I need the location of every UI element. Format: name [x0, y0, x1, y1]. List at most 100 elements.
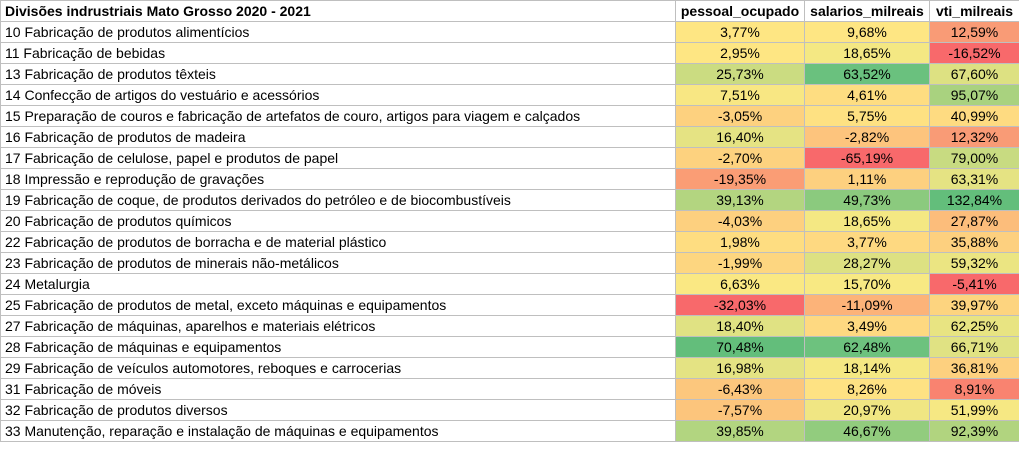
pessoal-ocupado-cell[interactable]: 16,40%	[675, 126, 805, 148]
table-row: 14 Confecção de artigos do vestuário e a…	[0, 84, 1019, 106]
salarios-milreais-cell[interactable]: 18,14%	[804, 357, 930, 379]
pessoal-ocupado-cell[interactable]: 7,51%	[675, 84, 805, 106]
division-name-cell[interactable]: 22 Fabricação de produtos de borracha e …	[0, 231, 676, 253]
vti-milreais-cell[interactable]: 35,88%	[929, 231, 1019, 253]
division-name-cell[interactable]: 27 Fabricação de máquinas, aparelhos e m…	[0, 315, 676, 337]
division-name-cell[interactable]: 16 Fabricação de produtos de madeira	[0, 126, 676, 148]
table-row: 19 Fabricação de coque, de produtos deri…	[0, 189, 1019, 211]
vti-milreais-cell[interactable]: 12,59%	[929, 21, 1019, 43]
pessoal-ocupado-cell[interactable]: -1,99%	[675, 252, 805, 274]
table-row: 16 Fabricação de produtos de madeira 16,4…	[0, 126, 1019, 148]
pessoal-ocupado-cell[interactable]: 3,77%	[675, 21, 805, 43]
division-name-cell[interactable]: 20 Fabricação de produtos químicos	[0, 210, 676, 232]
division-name-cell[interactable]: 32 Fabricação de produtos diversos	[0, 399, 676, 421]
salarios-milreais-cell[interactable]: 49,73%	[804, 189, 930, 211]
table-row: 24 Metalurgia 6,63% 15,70% -5,41%	[0, 273, 1019, 295]
pessoal-ocupado-cell[interactable]: 1,98%	[675, 231, 805, 253]
vti-milreais-cell[interactable]: 79,00%	[929, 147, 1019, 169]
salarios-milreais-cell[interactable]: 46,67%	[804, 420, 930, 442]
table-row: 25 Fabricação de produtos de metal, exce…	[0, 294, 1019, 316]
vti-milreais-cell[interactable]: 67,60%	[929, 63, 1019, 85]
division-name-cell[interactable]: 11 Fabricação de bebidas	[0, 42, 676, 64]
division-name-cell[interactable]: 13 Fabricação de produtos têxteis	[0, 63, 676, 85]
salarios-milreais-cell[interactable]: 9,68%	[804, 21, 930, 43]
pessoal-ocupado-cell[interactable]: 6,63%	[675, 273, 805, 295]
salarios-milreais-cell[interactable]: 20,97%	[804, 399, 930, 421]
vti-milreais-cell[interactable]: 51,99%	[929, 399, 1019, 421]
vti-milreais-cell[interactable]: 66,71%	[929, 336, 1019, 358]
header-row: Divisões indrustriais Mato Grosso 2020 -…	[0, 0, 1019, 22]
vti-milreais-cell[interactable]: -5,41%	[929, 273, 1019, 295]
vti-milreais-cell[interactable]: 12,32%	[929, 126, 1019, 148]
pessoal-ocupado-cell[interactable]: 2,95%	[675, 42, 805, 64]
salarios-milreais-cell[interactable]: 3,49%	[804, 315, 930, 337]
division-name-cell[interactable]: 18 Impressão e reprodução de gravações	[0, 168, 676, 190]
pessoal-ocupado-cell[interactable]: 18,40%	[675, 315, 805, 337]
pessoal-ocupado-cell[interactable]: -19,35%	[675, 168, 805, 190]
pessoal-ocupado-cell[interactable]: 39,13%	[675, 189, 805, 211]
table-row: 22 Fabricação de produtos de borracha e …	[0, 231, 1019, 253]
salarios-milreais-cell[interactable]: 18,65%	[804, 42, 930, 64]
vti-milreais-cell[interactable]: 92,39%	[929, 420, 1019, 442]
vti-milreais-cell[interactable]: 95,07%	[929, 84, 1019, 106]
salarios-milreais-cell[interactable]: 15,70%	[804, 273, 930, 295]
division-name-cell[interactable]: 33 Manutenção, reparação e instalação de…	[0, 420, 676, 442]
division-name-cell[interactable]: 15 Preparação de couros e fabricação de …	[0, 105, 676, 127]
header-vti-milreais[interactable]: vti_milreais	[929, 0, 1019, 22]
pessoal-ocupado-cell[interactable]: -6,43%	[675, 378, 805, 400]
vti-milreais-cell[interactable]: 40,99%	[929, 105, 1019, 127]
division-name-cell[interactable]: 28 Fabricação de máquinas e equipamentos	[0, 336, 676, 358]
salarios-milreais-cell[interactable]: 1,11%	[804, 168, 930, 190]
salarios-milreais-cell[interactable]: 18,65%	[804, 210, 930, 232]
pessoal-ocupado-cell[interactable]: -4,03%	[675, 210, 805, 232]
division-name-cell[interactable]: 24 Metalurgia	[0, 273, 676, 295]
pessoal-ocupado-cell[interactable]: 16,98%	[675, 357, 805, 379]
division-name-cell[interactable]: 31 Fabricação de móveis	[0, 378, 676, 400]
vti-milreais-cell[interactable]: -16,52%	[929, 42, 1019, 64]
table-row: 13 Fabricação de produtos têxteis 25,73% 6…	[0, 63, 1019, 85]
table-row: 11 Fabricação de bebidas 2,95% 18,65% -16,5…	[0, 42, 1019, 64]
vti-milreais-cell[interactable]: 63,31%	[929, 168, 1019, 190]
pessoal-ocupado-cell[interactable]: -7,57%	[675, 399, 805, 421]
vti-milreais-cell[interactable]: 8,91%	[929, 378, 1019, 400]
header-pessoal-ocupado[interactable]: pessoal_ocupado	[675, 0, 805, 22]
vti-milreais-cell[interactable]: 62,25%	[929, 315, 1019, 337]
header-divisoes[interactable]: Divisões indrustriais Mato Grosso 2020 -…	[0, 0, 676, 22]
division-name-cell[interactable]: 19 Fabricação de coque, de produtos deri…	[0, 189, 676, 211]
division-name-cell[interactable]: 14 Confecção de artigos do vestuário e a…	[0, 84, 676, 106]
division-name-cell[interactable]: 29 Fabricação de veículos automotores, r…	[0, 357, 676, 379]
division-name-cell[interactable]: 25 Fabricação de produtos de metal, exce…	[0, 294, 676, 316]
division-name-cell[interactable]: 17 Fabricação de celulose, papel e produ…	[0, 147, 676, 169]
salarios-milreais-cell[interactable]: 5,75%	[804, 105, 930, 127]
pessoal-ocupado-cell[interactable]: -3,05%	[675, 105, 805, 127]
table-body: 10 Fabricação de produtos alimentícios 3,…	[0, 21, 1019, 442]
table-row: 27 Fabricação de máquinas, aparelhos e m…	[0, 315, 1019, 337]
division-name-cell[interactable]: 23 Fabricação de produtos de minerais nã…	[0, 252, 676, 274]
pessoal-ocupado-cell[interactable]: 70,48%	[675, 336, 805, 358]
table-row: 32 Fabricação de produtos diversos -7,57%…	[0, 399, 1019, 421]
division-name-cell[interactable]: 10 Fabricação de produtos alimentícios	[0, 21, 676, 43]
salarios-milreais-cell[interactable]: -2,82%	[804, 126, 930, 148]
salarios-milreais-cell[interactable]: 62,48%	[804, 336, 930, 358]
vti-milreais-cell[interactable]: 132,84%	[929, 189, 1019, 211]
pessoal-ocupado-cell[interactable]: 39,85%	[675, 420, 805, 442]
table-row: 15 Preparação de couros e fabricação de …	[0, 105, 1019, 127]
vti-milreais-cell[interactable]: 59,32%	[929, 252, 1019, 274]
vti-milreais-cell[interactable]: 36,81%	[929, 357, 1019, 379]
salarios-milreais-cell[interactable]: -11,09%	[804, 294, 930, 316]
salarios-milreais-cell[interactable]: -65,19%	[804, 147, 930, 169]
table-row: 18 Impressão e reprodução de gravações -1…	[0, 168, 1019, 190]
table-row: 33 Manutenção, reparação e instalação de…	[0, 420, 1019, 442]
pessoal-ocupado-cell[interactable]: -2,70%	[675, 147, 805, 169]
table-row: 31 Fabricação de móveis -6,43% 8,26% 8,91%	[0, 378, 1019, 400]
pessoal-ocupado-cell[interactable]: 25,73%	[675, 63, 805, 85]
pessoal-ocupado-cell[interactable]: -32,03%	[675, 294, 805, 316]
salarios-milreais-cell[interactable]: 28,27%	[804, 252, 930, 274]
salarios-milreais-cell[interactable]: 4,61%	[804, 84, 930, 106]
salarios-milreais-cell[interactable]: 3,77%	[804, 231, 930, 253]
salarios-milreais-cell[interactable]: 8,26%	[804, 378, 930, 400]
vti-milreais-cell[interactable]: 39,97%	[929, 294, 1019, 316]
salarios-milreais-cell[interactable]: 63,52%	[804, 63, 930, 85]
vti-milreais-cell[interactable]: 27,87%	[929, 210, 1019, 232]
header-salarios-milreais[interactable]: salarios_milreais	[804, 0, 930, 22]
